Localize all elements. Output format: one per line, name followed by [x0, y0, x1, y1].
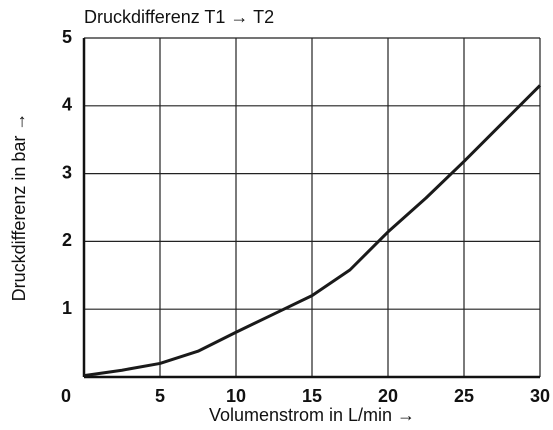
x-tick-label: 0	[61, 386, 71, 406]
y-tick-label: 4	[62, 95, 72, 115]
y-tick-label: 1	[62, 298, 72, 318]
y-axis-label: Druckdifferenz in bar →	[9, 113, 29, 302]
x-tick-label: 10	[226, 386, 246, 406]
y-tick-label: 3	[62, 162, 72, 182]
x-tick-label: 20	[378, 386, 398, 406]
x-tick-label: 25	[454, 386, 474, 406]
x-tick-label: 30	[530, 386, 550, 406]
chart-title: Druckdifferenz T1 → T2	[84, 7, 274, 27]
x-tick-label: 15	[302, 386, 322, 406]
x-tick-label: 5	[155, 386, 165, 406]
x-axis-label: Volumenstrom in L/min →	[209, 405, 415, 425]
y-tick-label: 2	[62, 230, 72, 250]
data-line	[83, 84, 542, 378]
y-tick-label: 5	[62, 27, 72, 47]
